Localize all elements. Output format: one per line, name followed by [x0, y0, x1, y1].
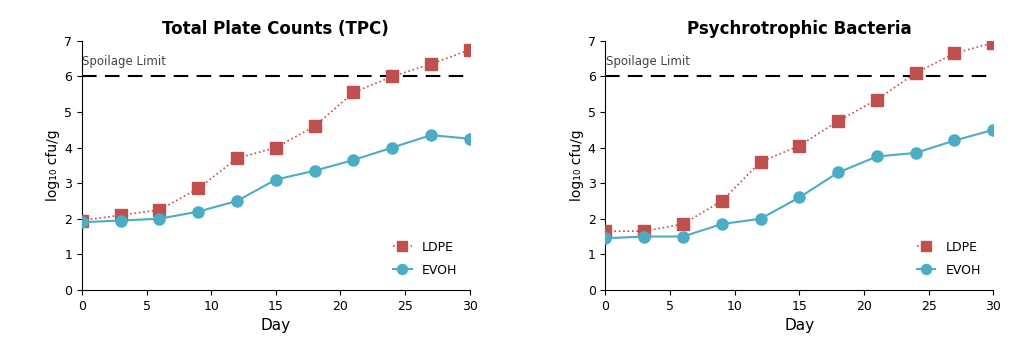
Text: Spoilage Limit: Spoilage Limit — [82, 55, 166, 68]
Y-axis label: log₁₀ cfu/g: log₁₀ cfu/g — [46, 130, 60, 201]
EVOH — [464, 137, 476, 141]
EVOH — [599, 236, 611, 240]
Line: LDPE: LDPE — [77, 44, 475, 226]
LDPE — [677, 222, 689, 226]
EVOH — [677, 235, 689, 239]
LDPE — [269, 146, 282, 150]
EVOH — [948, 138, 961, 143]
EVOH — [76, 220, 88, 224]
LDPE — [870, 98, 883, 102]
LDPE — [464, 48, 476, 52]
EVOH — [347, 158, 359, 162]
LDPE — [230, 156, 243, 160]
EVOH — [794, 195, 806, 199]
Title: Total Plate Counts (TPC): Total Plate Counts (TPC) — [163, 20, 389, 38]
EVOH — [909, 151, 922, 155]
Title: Psychrotrophic Bacteria: Psychrotrophic Bacteria — [687, 20, 911, 38]
LDPE — [115, 213, 127, 217]
Line: EVOH: EVOH — [600, 124, 998, 244]
Line: EVOH: EVOH — [77, 130, 475, 228]
EVOH — [230, 199, 243, 203]
LDPE — [833, 119, 845, 123]
EVOH — [833, 170, 845, 175]
EVOH — [716, 222, 728, 226]
X-axis label: Day: Day — [261, 318, 291, 333]
LDPE — [599, 229, 611, 233]
LDPE — [308, 124, 321, 128]
EVOH — [987, 128, 999, 132]
EVOH — [386, 146, 398, 150]
LDPE — [347, 90, 359, 94]
Legend: LDPE, EVOH: LDPE, EVOH — [387, 235, 464, 284]
Y-axis label: log₁₀ cfu/g: log₁₀ cfu/g — [569, 130, 584, 201]
LDPE — [948, 51, 961, 56]
EVOH — [638, 235, 650, 239]
LDPE — [76, 219, 88, 223]
Line: LDPE: LDPE — [600, 37, 998, 237]
LDPE — [755, 160, 767, 164]
EVOH — [425, 133, 437, 137]
EVOH — [308, 169, 321, 173]
EVOH — [870, 154, 883, 159]
EVOH — [193, 210, 205, 214]
Text: Spoilage Limit: Spoilage Limit — [606, 55, 690, 68]
LDPE — [154, 208, 166, 212]
LDPE — [386, 74, 398, 78]
LDPE — [794, 144, 806, 148]
EVOH — [755, 217, 767, 221]
LDPE — [425, 62, 437, 66]
LDPE — [716, 199, 728, 203]
LDPE — [193, 187, 205, 191]
X-axis label: Day: Day — [784, 318, 814, 333]
EVOH — [154, 217, 166, 221]
EVOH — [269, 178, 282, 182]
LDPE — [638, 229, 650, 233]
EVOH — [115, 219, 127, 223]
LDPE — [909, 71, 922, 75]
LDPE — [987, 41, 999, 45]
Legend: LDPE, EVOH: LDPE, EVOH — [910, 235, 987, 284]
